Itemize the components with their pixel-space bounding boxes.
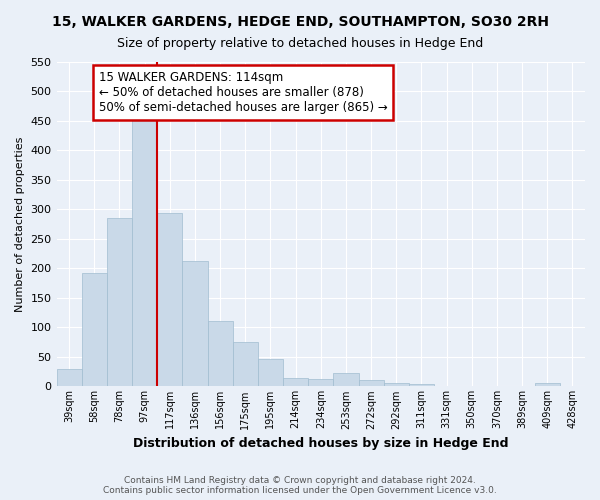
Y-axis label: Number of detached properties: Number of detached properties <box>15 136 25 312</box>
Bar <box>157 214 182 386</box>
Bar <box>535 384 560 386</box>
Text: Size of property relative to detached houses in Hedge End: Size of property relative to detached ho… <box>117 38 483 51</box>
Bar <box>233 342 258 386</box>
Bar <box>107 218 132 386</box>
Bar <box>182 260 208 386</box>
Bar <box>82 273 107 386</box>
Bar <box>409 384 434 386</box>
Text: Contains HM Land Registry data © Crown copyright and database right 2024.
Contai: Contains HM Land Registry data © Crown c… <box>103 476 497 495</box>
Bar <box>334 374 359 386</box>
Bar <box>132 116 157 386</box>
Bar <box>56 368 82 386</box>
Bar <box>383 384 409 386</box>
Text: 15 WALKER GARDENS: 114sqm
← 50% of detached houses are smaller (878)
50% of semi: 15 WALKER GARDENS: 114sqm ← 50% of detac… <box>99 71 388 114</box>
Bar <box>283 378 308 386</box>
Bar <box>359 380 383 386</box>
Bar <box>258 358 283 386</box>
Bar <box>308 380 334 386</box>
X-axis label: Distribution of detached houses by size in Hedge End: Distribution of detached houses by size … <box>133 437 509 450</box>
Text: 15, WALKER GARDENS, HEDGE END, SOUTHAMPTON, SO30 2RH: 15, WALKER GARDENS, HEDGE END, SOUTHAMPT… <box>52 15 548 29</box>
Bar <box>208 322 233 386</box>
